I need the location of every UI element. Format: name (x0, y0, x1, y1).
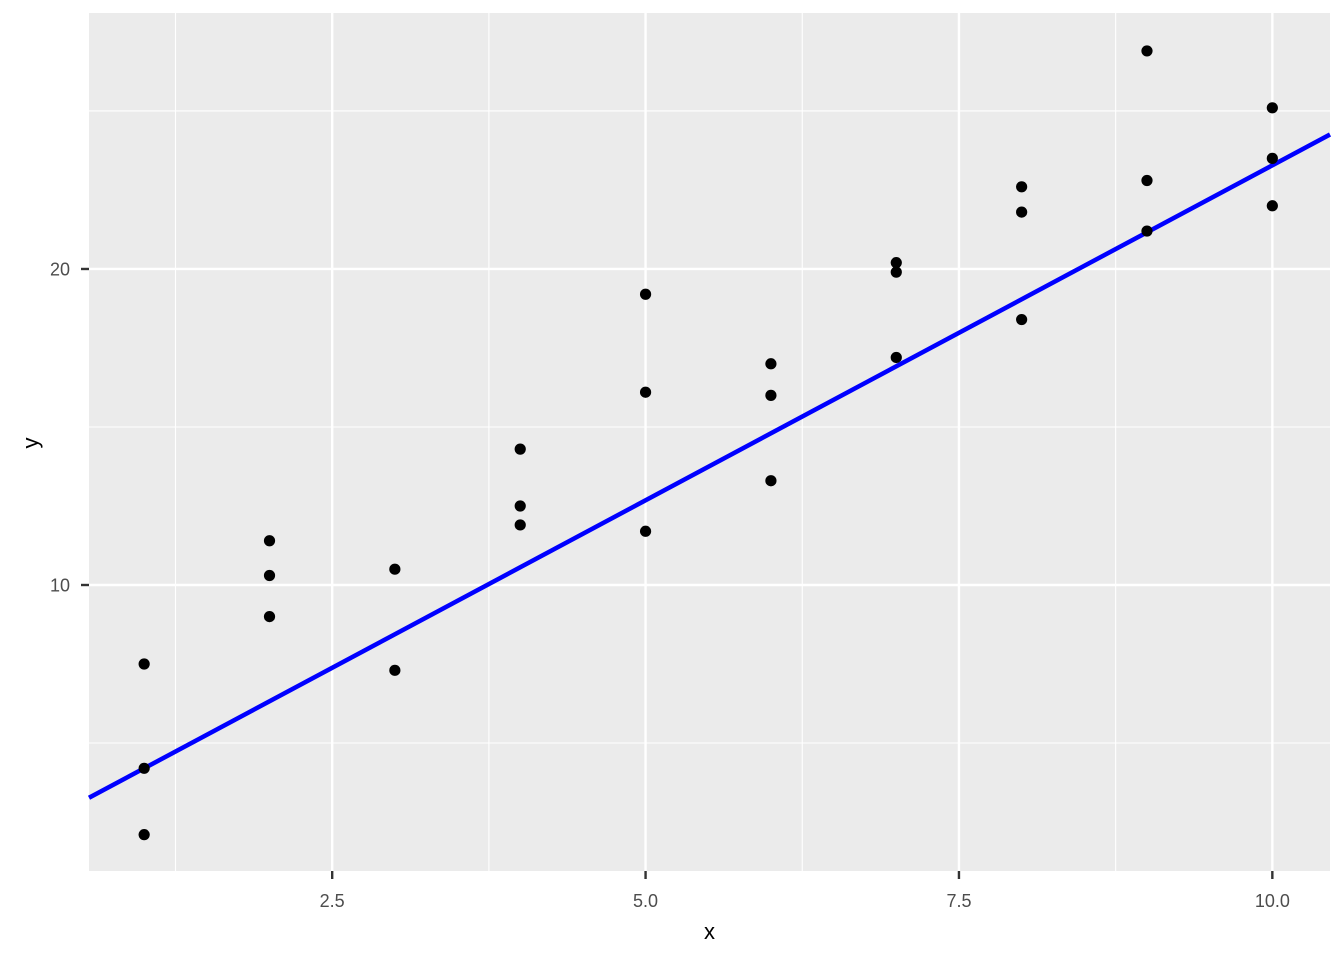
data-point (1266, 152, 1278, 164)
data-point (890, 257, 902, 269)
data-point (514, 519, 526, 531)
data-point (1266, 200, 1278, 212)
data-point (138, 762, 150, 774)
data-point (1141, 225, 1153, 237)
plot-panel (89, 13, 1330, 871)
y-axis-title: y (18, 437, 43, 449)
data-point (890, 266, 902, 278)
data-point (765, 475, 777, 487)
y-tick-label: 20 (50, 259, 70, 279)
data-point (389, 563, 401, 575)
data-point (263, 569, 276, 582)
data-point (1016, 206, 1028, 218)
x-tick-label: 10.0 (1255, 891, 1290, 911)
data-point (263, 535, 276, 547)
x-tick-label: 2.5 (320, 891, 345, 911)
data-point (890, 351, 902, 364)
data-point (1266, 102, 1278, 114)
data-point (765, 358, 777, 370)
data-point (263, 611, 276, 623)
data-point (639, 386, 652, 398)
data-point (1016, 181, 1028, 193)
y-tick-label: 10 (50, 576, 70, 596)
data-point (765, 389, 777, 401)
x-tick-label: 5.0 (633, 891, 658, 911)
data-point (138, 829, 150, 841)
data-point (138, 658, 150, 670)
data-point (639, 288, 652, 300)
x-tick-label: 7.5 (946, 891, 971, 911)
x-axis-title: x (704, 919, 715, 944)
data-point (389, 664, 401, 676)
data-point (639, 525, 652, 537)
trend-line (87, 132, 1332, 800)
data-point (514, 500, 526, 512)
data-point (1141, 174, 1153, 187)
data-point (1141, 45, 1153, 57)
data-point (1016, 313, 1028, 326)
data-point (514, 443, 526, 455)
